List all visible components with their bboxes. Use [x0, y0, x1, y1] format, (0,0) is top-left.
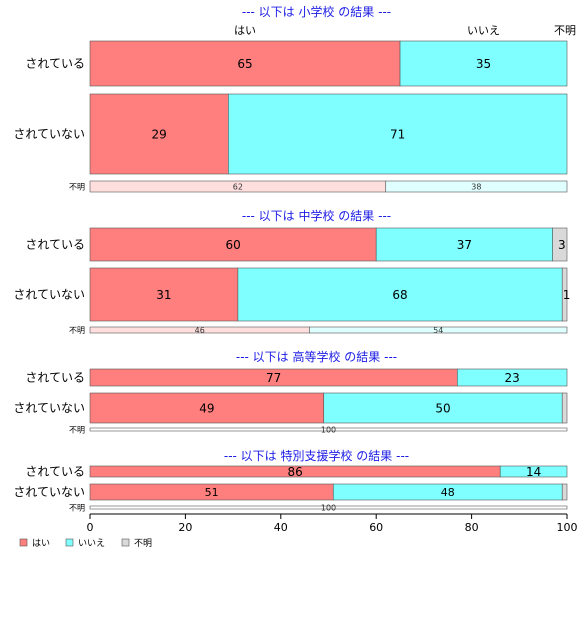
value-label-1-1-1: 68 — [392, 288, 407, 302]
value-label-1-2-1: 54 — [433, 326, 443, 335]
row-label-3-0: されている — [25, 465, 85, 479]
panel-title-1: --- 以下は 中学校 の結果 --- — [242, 208, 391, 223]
row-label-1-0: されている — [25, 238, 85, 252]
bar-segment-1-0-2 — [552, 227, 568, 262]
row-label-1-2: 不明 — [69, 326, 85, 335]
legend-label-1: いいえ — [78, 538, 105, 549]
x-tick-label-0: 0 — [87, 521, 94, 534]
bar-segment-2-1-1 — [323, 392, 563, 424]
bar-segment-2-1-2 — [561, 392, 568, 424]
bar-segment-0-1-1 — [228, 93, 568, 175]
bar-segment-0-1-0 — [89, 93, 229, 175]
value-label-0-0-1: 35 — [476, 57, 491, 71]
legend-swatch-0 — [19, 538, 28, 547]
value-label-1-1-2: 1 — [563, 288, 571, 302]
value-label-2-2-2: 100 — [321, 425, 336, 434]
bar-segment-0-2-1 — [385, 180, 568, 193]
value-label-0-1-0: 29 — [152, 127, 167, 141]
x-tick-label-3: 60 — [369, 521, 383, 534]
row-label-1-1: されていない — [13, 288, 85, 302]
row-label-3-2: 不明 — [69, 504, 85, 513]
row-label-2-1: されていない — [13, 401, 85, 415]
value-label-3-1-1: 48 — [441, 486, 455, 499]
bar-segment-2-1-0 — [89, 392, 325, 424]
value-label-3-2-2: 100 — [321, 503, 336, 512]
bar-segment-3-2-2 — [89, 505, 568, 510]
row-label-3-1: されていない — [13, 485, 85, 499]
legend-swatch-2 — [121, 538, 130, 547]
value-label-1-0-1: 37 — [457, 238, 472, 252]
x-tick-label-2: 40 — [274, 521, 288, 534]
bar-segment-0-0-1 — [399, 40, 568, 87]
bar-segment-3-1-2 — [561, 483, 568, 501]
value-label-1-0-0: 60 — [225, 238, 240, 252]
row-label-2-0: されている — [25, 371, 85, 385]
bar-segment-1-1-2 — [561, 267, 568, 322]
x-tick-label-5: 100 — [557, 521, 578, 534]
column-header-1: いいえ — [467, 24, 500, 37]
row-label-2-2: 不明 — [69, 426, 85, 435]
row-label-0-0: されている — [25, 57, 85, 71]
bar-segment-2-0-1 — [456, 368, 568, 387]
row-label-0-1: されていない — [13, 127, 85, 141]
value-label-2-0-0: 77 — [266, 371, 281, 385]
value-label-1-1-0: 31 — [156, 288, 171, 302]
x-tick-label-1: 20 — [178, 521, 192, 534]
bar-segment-1-1-0 — [89, 267, 239, 322]
x-tick-label-4: 80 — [465, 521, 479, 534]
value-label-0-0-0: 65 — [237, 57, 252, 71]
panel-title-3: --- 以下は 特別支援学校 の結果 --- — [224, 448, 409, 463]
bar-segment-2-2-2 — [89, 427, 568, 432]
legend-swatch-1 — [65, 538, 74, 547]
bar-segment-3-0-1 — [499, 465, 568, 478]
column-header-2: 不明 — [554, 24, 576, 37]
bar-segment-1-2-1 — [309, 326, 568, 334]
legend-label-0: はい — [32, 538, 50, 549]
panel-title-2: --- 以下は 高等学校 の結果 --- — [236, 349, 397, 364]
bar-segment-0-0-0 — [89, 40, 401, 87]
value-label-3-0-0: 86 — [287, 465, 302, 479]
bar-segment-1-1-1 — [237, 267, 563, 322]
value-label-3-0-1: 14 — [526, 465, 541, 479]
value-label-1-2-0: 46 — [195, 326, 205, 335]
value-label-2-1-0: 49 — [199, 401, 214, 415]
bar-segment-1-0-0 — [89, 227, 377, 262]
value-label-0-2-1: 38 — [471, 182, 481, 191]
value-label-1-0-2: 3 — [558, 238, 566, 252]
value-label-2-1-1: 50 — [435, 401, 450, 415]
value-label-3-1-0: 51 — [205, 486, 219, 499]
column-header-0: はい — [234, 24, 256, 37]
bar-segment-1-0-1 — [375, 227, 553, 262]
value-label-2-0-1: 23 — [505, 371, 520, 385]
value-label-0-2-0: 62 — [233, 182, 243, 191]
panel-title-0: --- 以下は 小学校 の結果 --- — [242, 4, 391, 19]
legend-label-2: 不明 — [134, 538, 152, 549]
row-label-0-2: 不明 — [69, 183, 85, 192]
value-label-0-1-1: 71 — [390, 127, 405, 141]
